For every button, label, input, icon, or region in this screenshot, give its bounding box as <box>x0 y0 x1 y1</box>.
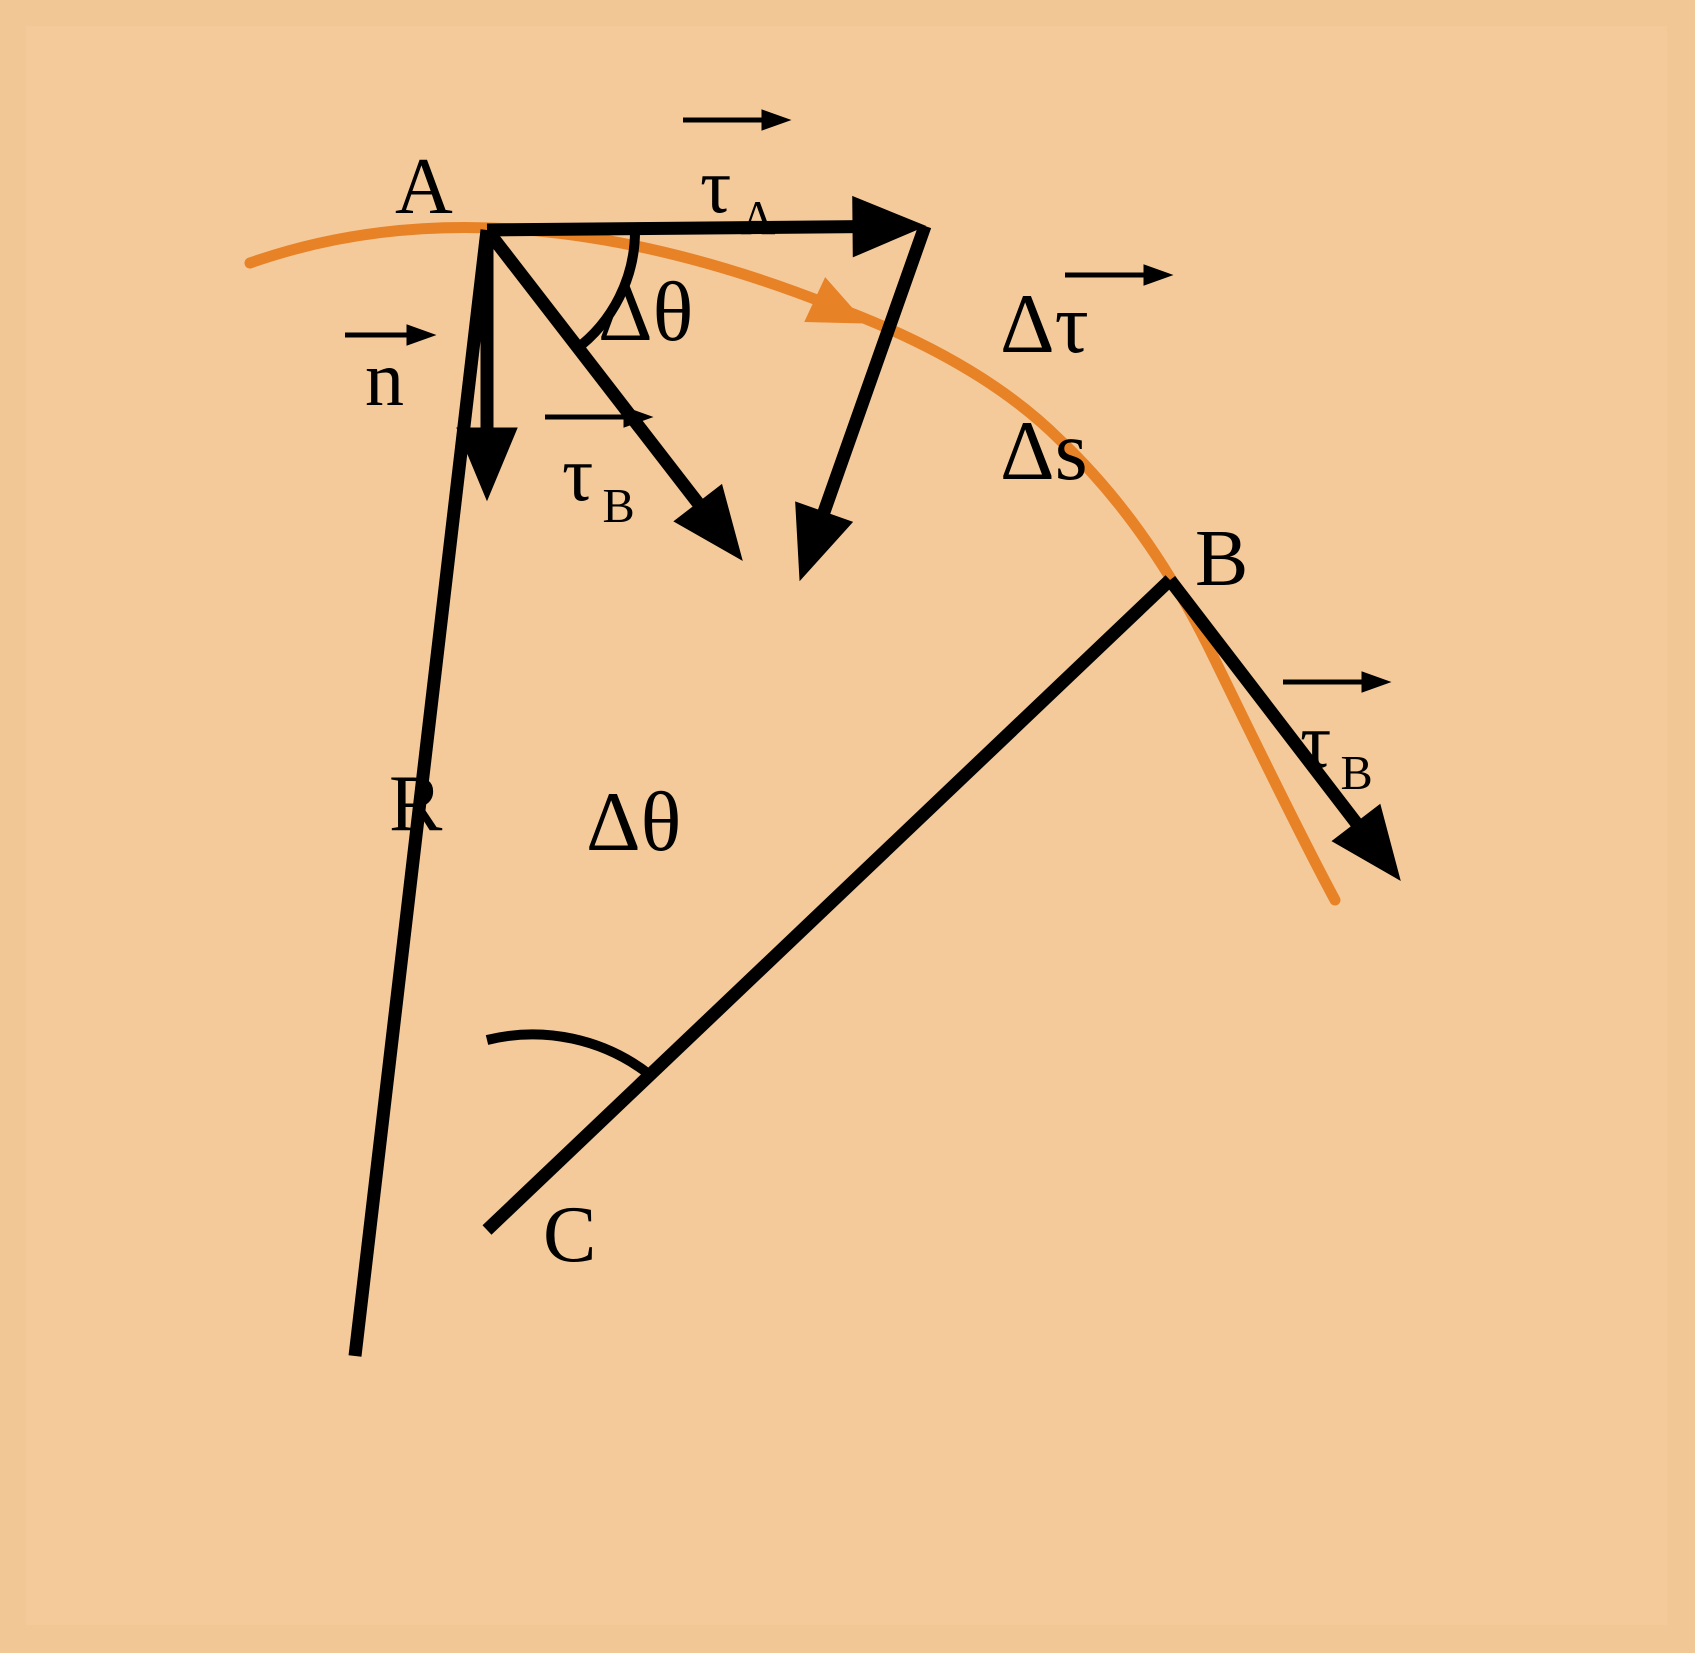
label-R: R <box>389 760 443 848</box>
label-tauB-atB-sub: B <box>1341 747 1373 800</box>
label-C: C <box>543 1191 596 1279</box>
label-n: n <box>365 335 404 422</box>
label-tauB-atB-base: τ <box>1300 697 1331 784</box>
label-tauA-sub: A <box>741 192 776 245</box>
label-dtheta-bot: Δθ <box>586 775 681 869</box>
label-dtheta-top: Δθ <box>598 265 693 359</box>
label-dtau: Δτ <box>1000 277 1089 371</box>
label-tauB-translated-base: τ <box>562 430 593 517</box>
label-B: B <box>1195 515 1248 603</box>
vector-tauA <box>487 226 885 230</box>
label-ds: Δs <box>1000 404 1088 498</box>
label-tauB-translated-sub: B <box>603 480 635 533</box>
label-A: A <box>395 143 453 231</box>
label-tauA-base: τ <box>700 142 731 229</box>
inner-background <box>26 26 1667 1625</box>
